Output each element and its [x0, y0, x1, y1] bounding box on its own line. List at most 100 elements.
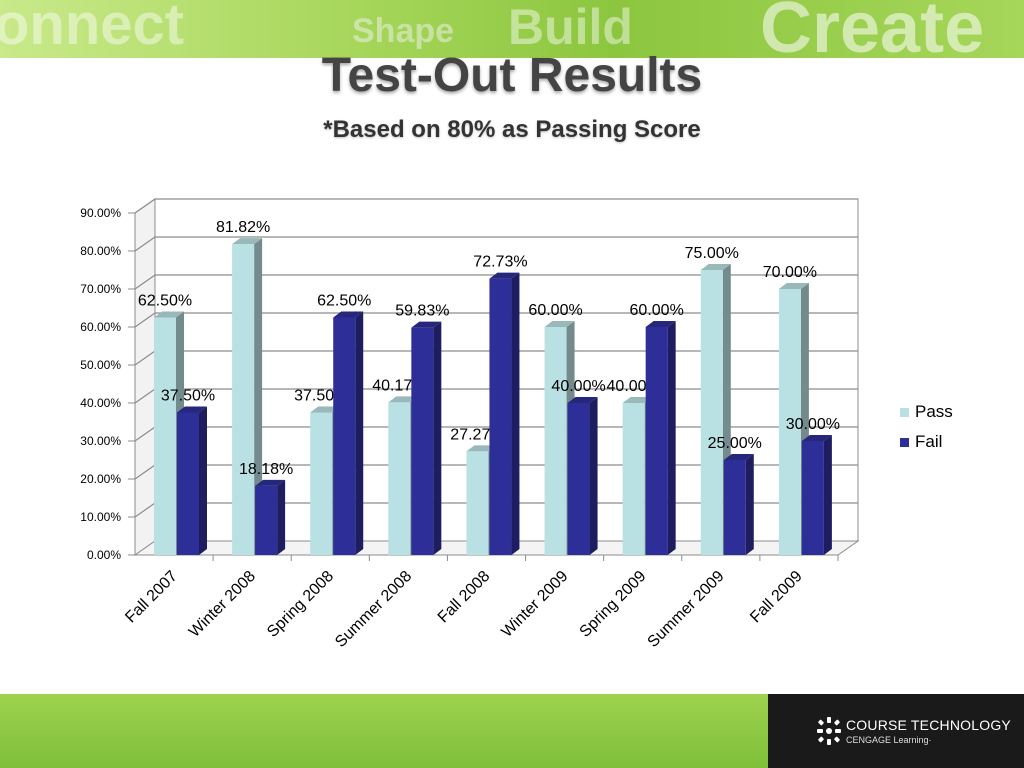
bar-top	[645, 321, 676, 327]
fail-bar	[411, 327, 434, 555]
y-tick-label: 50.00%	[80, 358, 121, 372]
bar-top	[232, 238, 263, 245]
logo-text: COURSE TECHNOLOGY	[846, 717, 1011, 733]
gridline	[134, 198, 858, 214]
gridline	[134, 312, 858, 328]
bar-top	[177, 406, 207, 413]
header-banner: onnect Shape Build Create	[0, 0, 1024, 58]
data-label: 60.00%	[528, 302, 582, 319]
fail-bar	[177, 412, 199, 555]
legend-swatch	[900, 408, 909, 417]
bar-top	[333, 311, 364, 318]
fail-bar	[333, 317, 356, 555]
banner-word: Build	[508, 0, 633, 55]
fail-bar	[723, 460, 746, 555]
banner-word: Shape	[352, 12, 455, 50]
data-label: 59.83%	[395, 303, 449, 320]
bar-top	[723, 454, 754, 460]
bar-top	[778, 283, 809, 289]
fail-bar	[567, 403, 590, 555]
bar-side	[355, 311, 364, 555]
y-tick-label: 80.00%	[80, 244, 121, 258]
legend-label: Pass	[915, 402, 953, 421]
gridline	[134, 236, 858, 252]
x-tick-label: Summer 2009	[645, 568, 728, 651]
x-tick-label: Spring 2009	[577, 568, 650, 641]
data-label: 18.18%	[239, 461, 293, 478]
y-tick-label: 0.00%	[87, 548, 121, 562]
data-label: 30.00%	[786, 416, 840, 433]
fail-bar	[801, 441, 824, 555]
fail-bar	[645, 327, 668, 555]
data-label: 62.50%	[138, 293, 192, 310]
bar-side	[823, 435, 832, 555]
bar-side	[745, 454, 754, 555]
banner-word: Create	[760, 0, 985, 58]
pass-bar	[154, 317, 176, 555]
bar-side	[433, 321, 442, 555]
pass-bar	[544, 327, 567, 555]
footer-logo-panel	[768, 694, 1024, 768]
x-tick-label: Fall 2009	[747, 568, 806, 627]
legend-label: Fail	[915, 432, 942, 451]
bar-top	[567, 397, 598, 403]
data-label: 40.00%	[551, 378, 605, 395]
data-label: 25.00%	[708, 435, 762, 452]
bar-top	[255, 479, 286, 486]
bar-top	[310, 406, 341, 413]
bar-side	[277, 479, 286, 555]
bar-top	[801, 435, 832, 441]
data-label: 81.82%	[216, 219, 270, 236]
starburst-logo-icon	[817, 717, 841, 745]
gridline	[134, 274, 858, 290]
y-tick-label: 60.00%	[80, 320, 121, 334]
x-tick-label: Fall 2008	[435, 568, 494, 627]
pass-bar	[232, 244, 255, 556]
data-label: 37.50%	[161, 388, 215, 405]
data-label: 70.00%	[763, 264, 817, 281]
x-tick-label: Summer 2008	[332, 568, 415, 651]
bar-chart: 0.00% 10.00% 20.00% 30.00% 40.00% 50.00% 60.00…	[80, 198, 953, 651]
pass-bar	[388, 402, 411, 555]
bar-top	[700, 264, 731, 270]
data-label: 72.73%	[473, 254, 527, 271]
data-label: 62.50%	[317, 293, 371, 310]
pass-bar	[310, 412, 333, 555]
bar-top	[154, 311, 184, 318]
pass-bar	[622, 403, 645, 555]
slide-title: Test-Out Results	[321, 49, 703, 102]
y-tick-label: 70.00%	[80, 282, 121, 296]
pass-bar	[466, 451, 489, 555]
banner-word: onnect	[0, 0, 185, 57]
x-tick-label: Winter 2009	[498, 568, 571, 641]
logo-subtext: CENGAGE Learning·	[846, 735, 932, 745]
bar-top	[544, 321, 575, 327]
bar-top	[411, 321, 442, 328]
bar-side	[199, 406, 207, 555]
bar-top	[622, 397, 653, 403]
legend-swatch	[900, 438, 909, 447]
data-label: 60.00%	[630, 302, 684, 319]
bar-side	[667, 321, 676, 555]
y-tick-label: 10.00%	[80, 510, 121, 524]
y-tick-label: 20.00%	[80, 472, 121, 486]
y-tick-label: 30.00%	[80, 434, 121, 448]
bar-top	[466, 445, 497, 452]
x-tick-label: Fall 2007	[122, 568, 181, 627]
data-label: 75.00%	[685, 245, 739, 262]
footer-bar	[0, 694, 768, 768]
x-tick-label: Winter 2008	[186, 568, 259, 641]
y-tick-label: 90.00%	[80, 206, 121, 220]
y-tick-label: 40.00%	[80, 396, 121, 410]
bar-side	[589, 397, 598, 555]
x-tick-label: Spring 2008	[264, 568, 337, 641]
bar-top	[489, 272, 520, 279]
fail-bar	[255, 485, 278, 555]
bar-side	[254, 238, 263, 556]
slide-subtitle: *Based on 80% as Passing Score	[323, 116, 701, 143]
bar-side	[511, 272, 520, 555]
chart-side-wall	[134, 198, 156, 556]
pass-bar	[700, 270, 723, 555]
pass-bar	[778, 289, 801, 555]
fail-bar	[489, 278, 512, 555]
